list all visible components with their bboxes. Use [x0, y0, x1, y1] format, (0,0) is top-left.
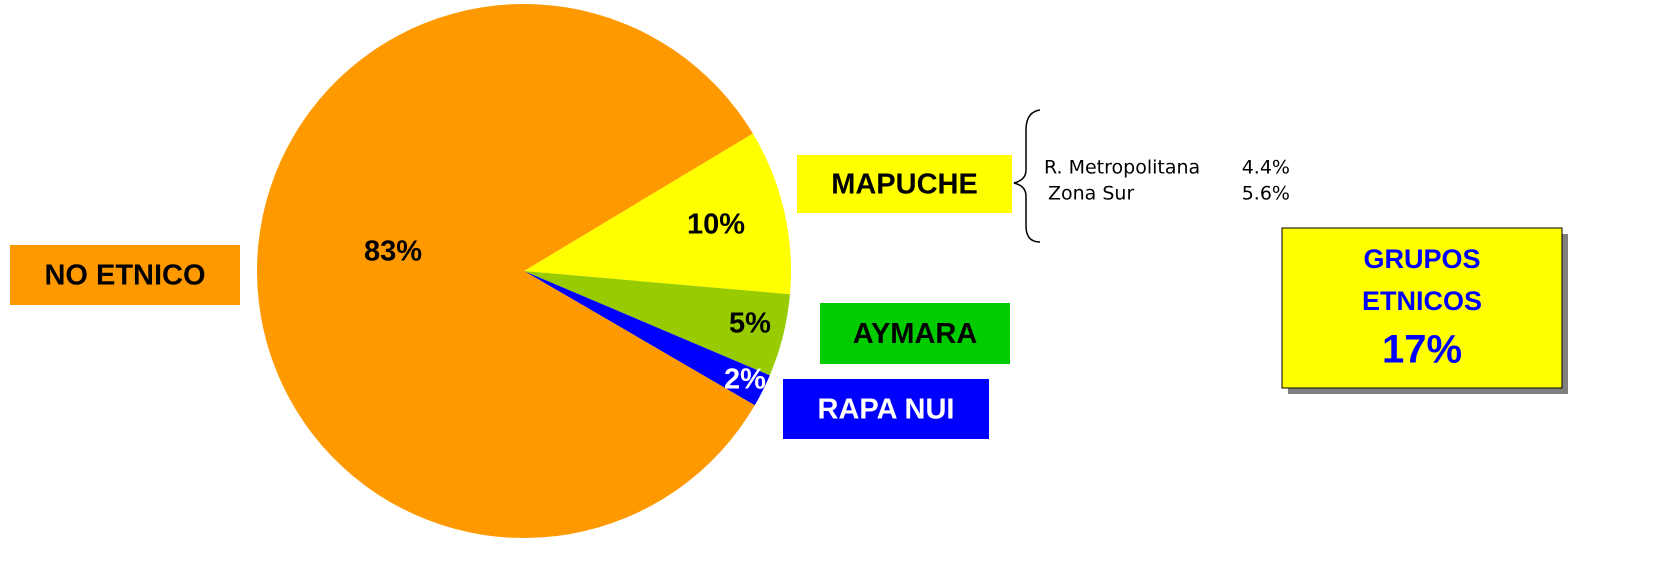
pie-slice	[524, 271, 770, 406]
annotation-label: R. Metropolitana	[1044, 157, 1200, 179]
value-label: 2%	[724, 364, 766, 396]
category-box	[10, 245, 240, 305]
category-box	[797, 155, 1012, 213]
pie-slice	[256, 4, 755, 539]
summary-value: 17%	[1382, 328, 1462, 372]
annotation-value: 4.4%	[1242, 157, 1290, 179]
category-label: RAPA NUI	[818, 394, 955, 426]
brace	[1013, 109, 1041, 243]
value-label: 10%	[687, 209, 745, 241]
annotation-value: 5.6%	[1242, 183, 1290, 205]
summary-line: ETNICOS	[1362, 286, 1482, 316]
pie-slice	[524, 133, 791, 295]
value-label: 83%	[364, 236, 422, 268]
value-label: 5%	[729, 308, 771, 340]
category-box	[783, 379, 989, 439]
category-label: NO ETNICO	[44, 260, 205, 292]
summary-box	[1281, 227, 1563, 389]
pie-slice	[524, 271, 790, 376]
category-box	[820, 303, 1010, 364]
annotation-label: Zona Sur	[1048, 183, 1134, 205]
category-label: AYMARA	[853, 318, 978, 350]
summary-line: GRUPOS	[1363, 244, 1480, 274]
category-label: MAPUCHE	[831, 169, 978, 201]
